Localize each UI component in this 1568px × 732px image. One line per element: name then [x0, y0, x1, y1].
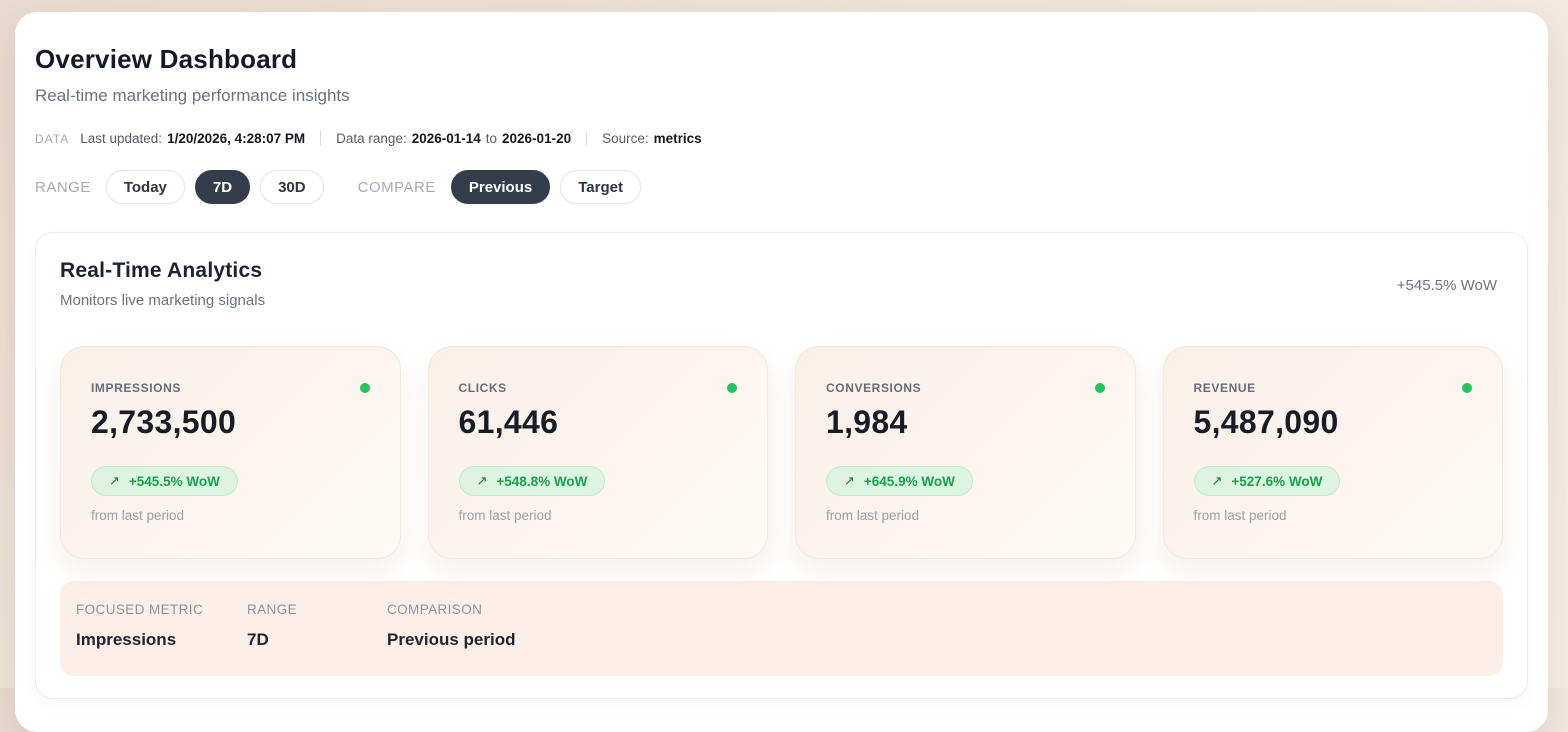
analytics-section: Real-Time Analytics Monitors live market… [35, 232, 1528, 699]
metric-card-clicks[interactable]: CLICKS 61,446 ↗ +548.8% WoW from last pe… [427, 346, 768, 559]
trend-change: +548.8% WoW [496, 473, 588, 489]
metric-subtext: from last period [458, 508, 552, 523]
metric-value: 2,733,500 [91, 404, 237, 440]
range-column-value: 7D [247, 630, 269, 649]
comparison-column-value: Previous period [387, 630, 516, 649]
page-title: Overview Dashboard [35, 44, 298, 74]
metric-card-header: CONVERSIONS [826, 381, 1105, 395]
data-range-end: 2026-01-20 [502, 131, 572, 146]
trend-up-icon: ↗ [844, 473, 855, 488]
dashboard-card: Overview Dashboard Real-time marketing p… [15, 12, 1548, 732]
comparison-column-label: COMPARISON [387, 602, 483, 617]
comparison-column: COMPARISON Previous period [387, 602, 515, 655]
trend-up-icon: ↗ [476, 473, 488, 488]
metric-card-header: IMPRESSIONS [91, 381, 370, 395]
range-column-label: RANGE [247, 602, 298, 617]
metric-value: 5,487,090 [1193, 404, 1339, 440]
range-column: RANGE 7D [247, 602, 387, 655]
range-30d-button[interactable]: 30D [260, 170, 324, 204]
metric-subtext: from last period [826, 508, 920, 523]
metric-value: 1,984 [826, 404, 908, 440]
metric-card-conversions[interactable]: CONVERSIONS 1,984 ↗ +645.9% WoW from las… [795, 346, 1136, 559]
metric-label: REVENUE [1193, 381, 1256, 395]
focus-summary-strip: FOCUSED METRIC Impressions RANGE 7D COMP… [60, 581, 1503, 676]
focused-metric-value: Impressions [76, 630, 177, 649]
section-wow-summary: +545.5% WoW [1396, 277, 1497, 294]
live-indicator-dot [359, 383, 370, 393]
source-label: Source: [602, 131, 649, 146]
metric-label: CLICKS [458, 381, 507, 395]
data-meta-row: DATA Last updated: 1/20/2026, 4:28:07 PM… [35, 131, 1528, 146]
source-value: metrics [653, 131, 702, 146]
compare-target-button[interactable]: Target [560, 170, 641, 204]
metric-card-impressions[interactable]: IMPRESSIONS 2,733,500 ↗ +545.5% WoW from… [60, 346, 401, 559]
data-range: Data range: 2026-01-14 to 2026-01-20 [336, 131, 571, 146]
last-updated: Last updated: 1/20/2026, 4:28:07 PM [80, 131, 305, 146]
range-today-button[interactable]: Today [105, 170, 185, 204]
metric-card-header: CLICKS [458, 381, 737, 395]
trend-up-icon: ↗ [109, 473, 120, 488]
range-group-label: RANGE [35, 178, 91, 196]
data-section-label: DATA [35, 131, 70, 146]
live-indicator-dot [1462, 383, 1472, 393]
metric-value: 61,446 [458, 404, 559, 440]
metrics-grid: IMPRESSIONS 2,733,500 ↗ +545.5% WoW from… [60, 346, 1503, 559]
trend-badge: ↗ +545.5% WoW [91, 466, 238, 496]
trend-change: +527.6% WoW [1231, 473, 1323, 489]
section-title: Real-Time Analytics [60, 259, 263, 282]
compare-group-label: COMPARE [357, 178, 436, 196]
trend-change: +545.5% WoW [128, 473, 220, 489]
trend-badge: ↗ +645.9% WoW [826, 466, 973, 496]
metric-card-header: REVENUE [1193, 381, 1472, 395]
data-range-to: to [485, 131, 498, 146]
data-source: Source: metrics [602, 131, 702, 146]
metric-label: CONVERSIONS [826, 381, 922, 395]
metric-card-revenue[interactable]: REVENUE 5,487,090 ↗ +527.6% WoW from las… [1162, 346, 1503, 559]
trend-badge: ↗ +548.8% WoW [458, 466, 606, 496]
trend-change: +645.9% WoW [863, 473, 955, 489]
last-updated-label: Last updated: [80, 131, 163, 146]
data-range-label: Data range: [336, 131, 407, 146]
metric-subtext: from last period [1193, 508, 1287, 523]
live-indicator-dot [1094, 383, 1105, 393]
data-range-start: 2026-01-14 [411, 131, 481, 146]
section-subtitle: Monitors live marketing signals [60, 292, 266, 309]
last-updated-value: 1/20/2026, 4:28:07 PM [167, 131, 306, 146]
metric-subtext: from last period [91, 508, 185, 523]
focused-metric-label: FOCUSED METRIC [76, 602, 204, 617]
compare-previous-button[interactable]: Previous [450, 170, 551, 204]
page-subtitle: Real-time marketing performance insights [35, 86, 350, 105]
filter-controls: RANGE Today 7D 30D COMPARE Previous Targ… [35, 170, 1528, 204]
trend-badge: ↗ +527.6% WoW [1193, 466, 1341, 496]
divider [320, 131, 322, 146]
trend-up-icon: ↗ [1211, 473, 1223, 488]
live-indicator-dot [727, 383, 737, 393]
focused-metric-column: FOCUSED METRIC Impressions [76, 602, 247, 655]
divider [586, 131, 588, 146]
metric-label: IMPRESSIONS [91, 381, 181, 395]
range-7d-button[interactable]: 7D [194, 170, 251, 204]
